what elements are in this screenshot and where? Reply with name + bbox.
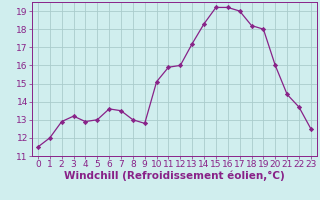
X-axis label: Windchill (Refroidissement éolien,°C): Windchill (Refroidissement éolien,°C) (64, 171, 285, 181)
